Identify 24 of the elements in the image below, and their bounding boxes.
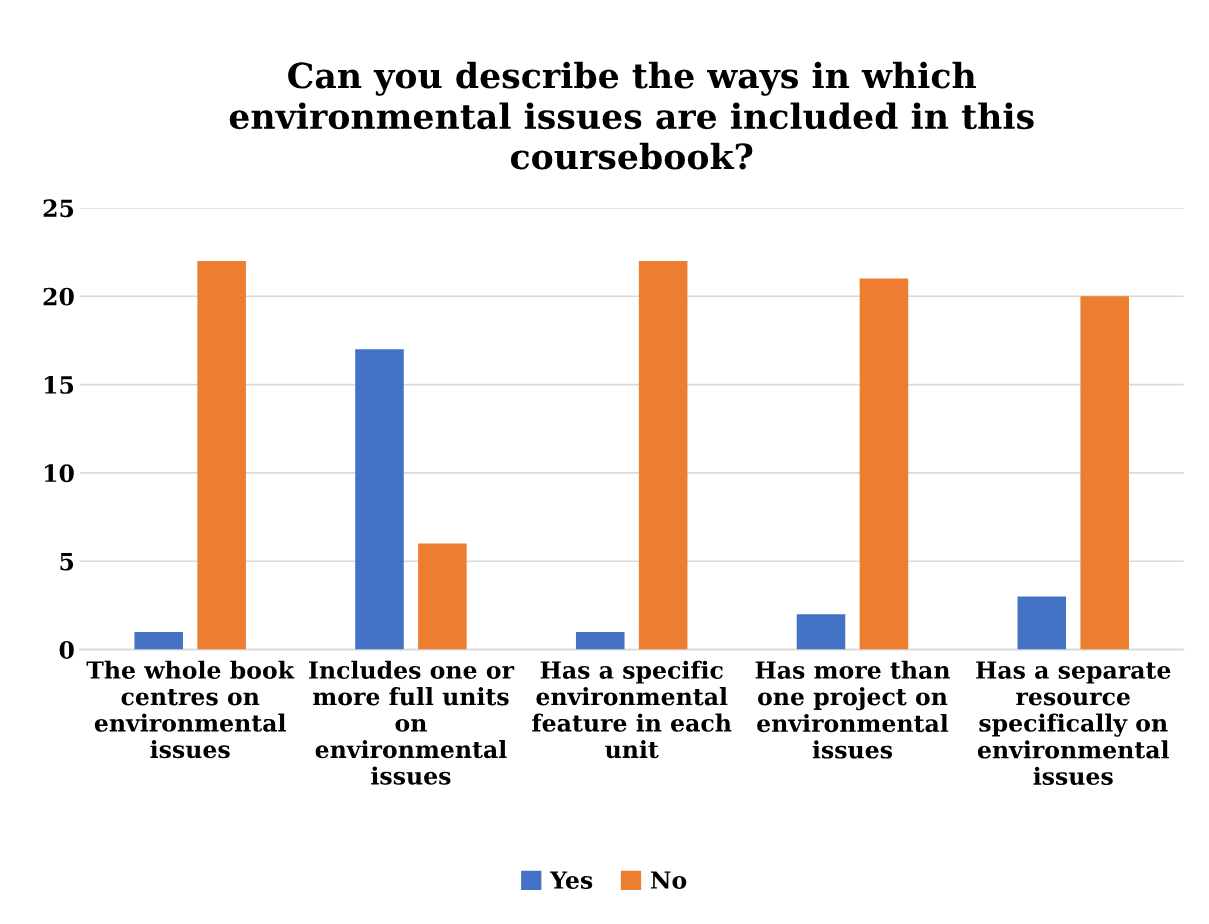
y-tick-label: 5 bbox=[60, 552, 74, 571]
y-tick-label: 20 bbox=[43, 287, 74, 306]
chart-title: Can you describe the ways in which environmental issues are included in this coursebook? bbox=[229, 61, 1034, 170]
x-tick-label: The whole book centres on environmental issues bbox=[86, 660, 295, 759]
x-tick-label: Has a specific environmental feature in each unit bbox=[532, 660, 732, 759]
bar bbox=[197, 260, 246, 650]
bar bbox=[575, 631, 625, 650]
x-tick-label: Includes one or more full units on environmental issues bbox=[308, 660, 515, 785]
bar bbox=[1017, 596, 1067, 650]
y-tick-label: 25 bbox=[43, 199, 74, 218]
y-tick-label: 0 bbox=[59, 641, 74, 659]
bar bbox=[638, 260, 688, 650]
bar bbox=[355, 349, 404, 650]
legend-label: Yes bbox=[549, 871, 593, 889]
bar bbox=[134, 631, 183, 650]
y-tick-label: 15 bbox=[44, 376, 74, 394]
x-tick-label: Has a separate resource specifically on environmental issues bbox=[976, 661, 1171, 786]
bar bbox=[1080, 296, 1129, 650]
y-tick-label: 10 bbox=[44, 464, 74, 483]
legend-label: No bbox=[650, 871, 687, 889]
bar bbox=[418, 543, 467, 650]
bar bbox=[796, 614, 846, 650]
bar bbox=[859, 278, 909, 650]
x-tick-label: Has more than one project on environmental issues bbox=[755, 660, 950, 759]
